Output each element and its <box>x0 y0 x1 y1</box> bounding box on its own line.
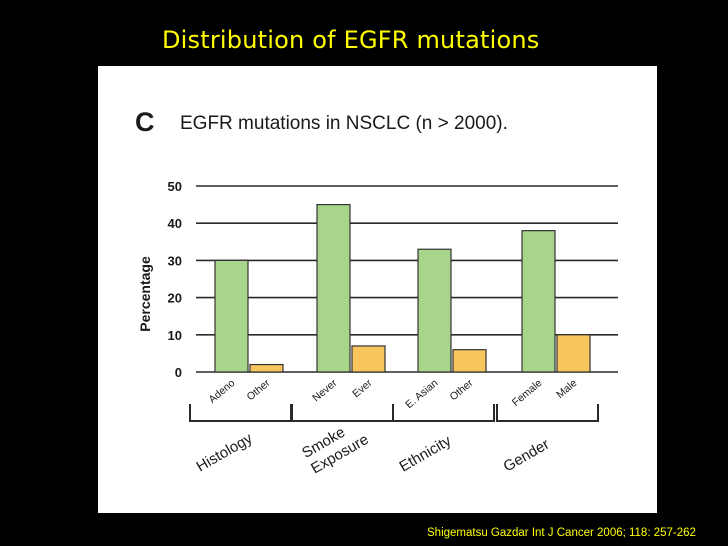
bar-other <box>249 363 284 373</box>
group-label: Ethnicity <box>397 432 455 475</box>
y-tick-label: 20 <box>168 291 182 306</box>
category-label: Other <box>245 377 273 403</box>
category-label: Other <box>448 377 476 403</box>
category-label: E. Asian <box>403 377 440 411</box>
bar-other <box>452 349 487 373</box>
bar-ever <box>351 345 386 373</box>
bar-never <box>316 204 351 373</box>
bar-adeno <box>214 259 249 373</box>
y-tick-label: 30 <box>168 253 182 268</box>
bar-e-asian <box>417 248 452 373</box>
category-label: Male <box>554 377 579 401</box>
group-label: SmokeExposure <box>299 415 371 477</box>
y-tick-label: 50 <box>168 179 182 194</box>
chart-panel: C EGFR mutations in NSCLC (n > 2000). Pe… <box>98 66 657 513</box>
group-bracket <box>392 404 495 422</box>
bar-male <box>556 334 591 373</box>
panel-label: C <box>135 107 155 137</box>
group-bracket <box>496 404 599 422</box>
chart-title: EGFR mutations in NSCLC (n > 2000). <box>180 113 508 134</box>
slide-title: Distribution of EGFR mutations <box>162 26 540 54</box>
citation: Shigematsu Gazdar Int J Cancer 2006; 118… <box>427 527 696 539</box>
category-label: Ever <box>350 377 375 400</box>
group-bracket <box>189 404 292 422</box>
category-label: Never <box>310 377 340 405</box>
category-label: Adeno <box>206 377 237 406</box>
y-tick-label: 40 <box>168 216 182 231</box>
y-axis-label: Percentage <box>137 256 153 332</box>
group-label: Gender <box>501 436 553 476</box>
bar-female <box>521 230 556 373</box>
category-label: Female <box>510 377 545 409</box>
y-tick-label: 0 <box>175 365 182 380</box>
y-tick-label: 10 <box>168 328 182 343</box>
group-label: Histology <box>194 430 256 476</box>
group-bracket <box>291 404 394 422</box>
chart: C EGFR mutations in NSCLC (n > 2000). Pe… <box>135 107 618 477</box>
